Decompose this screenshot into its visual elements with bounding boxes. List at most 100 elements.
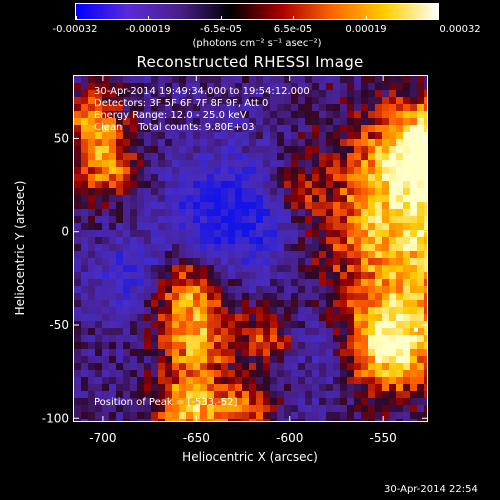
heatmap-cell <box>151 258 158 265</box>
heatmap-cell <box>81 237 88 244</box>
heatmap-cell <box>249 356 256 363</box>
heatmap-cell <box>312 195 319 202</box>
heatmap-cell <box>382 188 389 195</box>
heatmap-cell <box>424 342 427 349</box>
heatmap-cell <box>179 216 186 223</box>
heatmap-cell <box>144 76 151 83</box>
heatmap-cell <box>382 335 389 342</box>
heatmap-cell <box>109 230 116 237</box>
heatmap-cell <box>368 160 375 167</box>
heatmap-cell <box>277 349 284 356</box>
heatmap-cell <box>102 377 109 384</box>
heatmap-cell <box>382 118 389 125</box>
heatmap-cell <box>123 391 130 398</box>
heatmap-cell <box>347 279 354 286</box>
heatmap-cell <box>368 314 375 321</box>
heatmap-cell <box>74 97 81 104</box>
heatmap-cell <box>396 160 403 167</box>
heatmap-cell <box>396 412 403 419</box>
heatmap-cell <box>109 349 116 356</box>
heatmap-cell <box>207 377 214 384</box>
heatmap-cell <box>179 188 186 195</box>
heatmap-cell <box>102 97 109 104</box>
heatmap-cell <box>179 328 186 335</box>
heatmap-cell <box>74 398 81 405</box>
heatmap-cell <box>228 272 235 279</box>
heatmap-cell <box>81 391 88 398</box>
heatmap-cell <box>256 223 263 230</box>
heatmap-cell <box>375 188 382 195</box>
heatmap-cell <box>144 419 151 421</box>
heatmap-cell <box>368 174 375 181</box>
heatmap-cell <box>109 412 116 419</box>
heatmap-cell <box>298 83 305 90</box>
heatmap-cell <box>277 328 284 335</box>
heatmap-cell <box>410 181 417 188</box>
heatmap-cell <box>417 300 424 307</box>
heatmap-cell <box>74 90 81 97</box>
heatmap-cell <box>235 405 242 412</box>
heatmap-cell <box>277 132 284 139</box>
heatmap-cell <box>214 97 221 104</box>
heatmap-cell <box>242 237 249 244</box>
heatmap-cell <box>242 307 249 314</box>
heatmap-cell <box>137 209 144 216</box>
heatmap-cell <box>284 167 291 174</box>
heatmap-cell <box>270 391 277 398</box>
heatmap-cell <box>291 251 298 258</box>
heatmap-cell <box>116 202 123 209</box>
heatmap-cell <box>333 342 340 349</box>
heatmap-cell <box>158 307 165 314</box>
heatmap-cell <box>179 272 186 279</box>
heatmap-cell <box>305 391 312 398</box>
heatmap-cell <box>333 111 340 118</box>
heatmap-cell <box>109 342 116 349</box>
heatmap-cell <box>249 272 256 279</box>
heatmap-cell <box>109 111 116 118</box>
heatmap-cell <box>214 412 221 419</box>
heatmap-cell <box>389 181 396 188</box>
heatmap-cell <box>270 139 277 146</box>
heatmap-cell <box>270 314 277 321</box>
heatmap-cell <box>263 384 270 391</box>
heatmap-cell <box>165 76 172 83</box>
heatmap-cell <box>165 167 172 174</box>
heatmap-cell <box>151 300 158 307</box>
heatmap-cell <box>410 251 417 258</box>
heatmap-cell <box>354 363 361 370</box>
heatmap-cell <box>200 76 207 83</box>
heatmap-cell <box>382 391 389 398</box>
heatmap-cell <box>340 272 347 279</box>
heatmap-cell <box>228 216 235 223</box>
heatmap-cell <box>424 335 427 342</box>
heatmap-cell <box>200 104 207 111</box>
heatmap-cell <box>88 377 95 384</box>
heatmap-cell <box>102 244 109 251</box>
heatmap-cell <box>361 412 368 419</box>
heatmap-cell <box>340 279 347 286</box>
heatmap-cell <box>200 412 207 419</box>
heatmap-cell <box>214 216 221 223</box>
heatmap-cell <box>284 405 291 412</box>
heatmap-cell <box>312 321 319 328</box>
heatmap-cell <box>116 265 123 272</box>
heatmap-cell <box>389 125 396 132</box>
heatmap-cell <box>319 356 326 363</box>
heatmap-cell <box>417 209 424 216</box>
heatmap-cell <box>417 321 424 328</box>
heatmap-cell <box>151 272 158 279</box>
heatmap-cell <box>263 146 270 153</box>
heatmap-cell <box>284 279 291 286</box>
heatmap-cell <box>88 279 95 286</box>
heatmap-cell <box>347 111 354 118</box>
heatmap-cell <box>172 216 179 223</box>
heatmap-cell <box>102 328 109 335</box>
heatmap-cell <box>333 293 340 300</box>
heatmap-cell <box>319 125 326 132</box>
heatmap-cell <box>277 286 284 293</box>
heatmap-cell <box>305 314 312 321</box>
heatmap-cell <box>130 412 137 419</box>
heatmap-cell <box>88 97 95 104</box>
heatmap-cell <box>144 363 151 370</box>
heatmap-cell <box>410 370 417 377</box>
